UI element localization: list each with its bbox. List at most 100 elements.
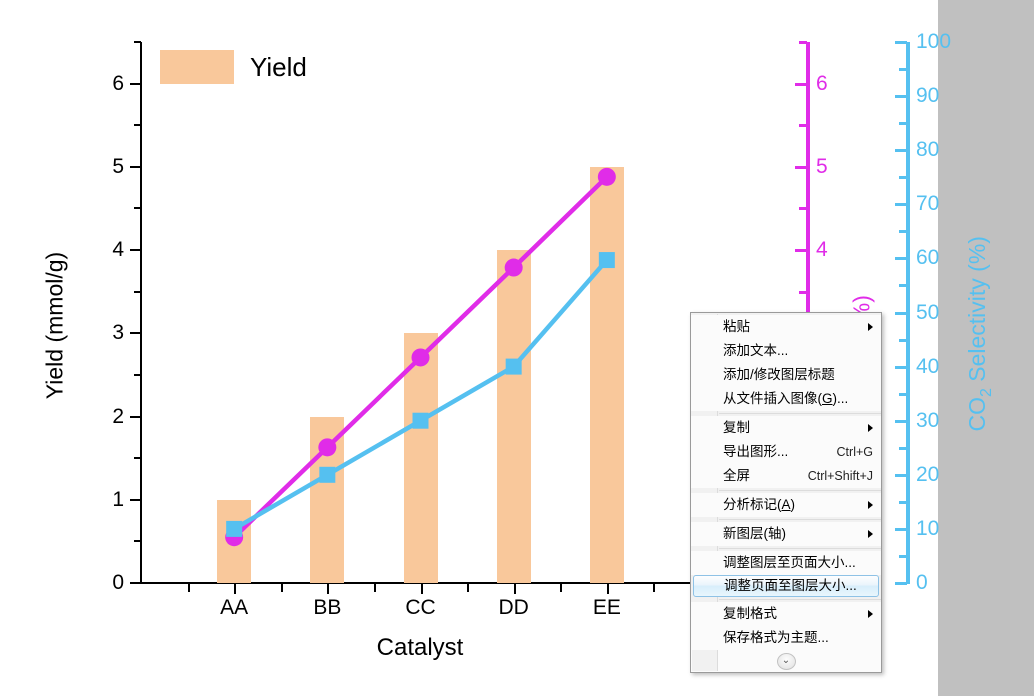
bar-dd[interactable] (496, 250, 531, 583)
right-axis-1-tick-label: 6 (816, 71, 828, 95)
x-tick-label: DD (498, 596, 529, 619)
menu-item-label: 添加文本... (723, 343, 789, 358)
x-tick-major (327, 584, 330, 594)
y-axis-title[interactable]: Yield (mmol/g) (41, 251, 68, 400)
bar-bb[interactable] (310, 416, 345, 583)
x-tick-major (420, 584, 423, 594)
right-axis-2-title-tail: Selectivity (%) (964, 236, 991, 389)
right-axis-2-tick-minor (899, 392, 907, 396)
right-axis-2-tick-major (895, 203, 907, 207)
menu-item-16[interactable]: 复制格式 (691, 602, 881, 626)
right-axis-2-tick-minor (899, 122, 907, 126)
x-tick-boundary (653, 584, 656, 592)
x-axis-line[interactable] (140, 582, 700, 584)
right-axis-1-tick-label: 5 (816, 154, 828, 178)
menu-separator (719, 413, 881, 414)
y-tick-label: 4 (112, 238, 124, 262)
menu-item-11[interactable]: 新图层(轴) (691, 522, 881, 546)
menu-item-label: 添加/修改图层标题 (723, 367, 835, 382)
menu-item-label: 导出图形... (723, 444, 789, 459)
x-tick-boundary (373, 584, 376, 592)
x-axis-title[interactable]: Catalyst (376, 634, 464, 661)
y-tick-label: 6 (112, 71, 124, 95)
menu-item-5[interactable]: 复制 (691, 416, 881, 440)
menu-item-label: 复制格式 (723, 606, 777, 621)
right-axis-1-tick-minor (799, 207, 807, 211)
menu-item-17[interactable]: 保存格式为主题... (691, 626, 881, 650)
menu-item-label: 复制 (723, 420, 750, 435)
menu-item-13[interactable]: 调整图层至页面大小... (691, 551, 881, 575)
context-menu[interactable]: 粘贴添加文本... 添加/修改图层标题 从文件插入图像(G)... 复制导出图形...… (690, 312, 882, 673)
right-axis-2-tick-label: 50 (916, 300, 940, 324)
right-axis-1-tick-minor (799, 41, 807, 44)
chevron-double-down-icon: ⌄ (776, 652, 796, 670)
bar-aa[interactable] (217, 499, 252, 583)
menu-item-7[interactable]: 全屏 Ctrl+Shift+J (691, 464, 881, 488)
right-axis-2-tick-major (895, 149, 907, 153)
right-axis-2-tick-major (895, 257, 907, 261)
menu-item-shortcut: Ctrl+G (836, 445, 873, 459)
menu-item-label: 从文件插入图像(G)... (723, 391, 849, 406)
right-axis-2-tick-label: 70 (916, 192, 940, 216)
x-tick-major (606, 584, 609, 594)
context-menu-items[interactable]: 粘贴添加文本... 添加/修改图层标题 从文件插入图像(G)... 复制导出图形...… (691, 315, 881, 650)
bar-cc[interactable] (403, 333, 438, 583)
y-tick-minor (134, 124, 141, 127)
x-tick-boundary (467, 584, 470, 592)
submenu-arrow-icon (868, 530, 873, 538)
menu-item-label: 全屏 (723, 468, 750, 483)
y-tick-label: 3 (112, 321, 124, 345)
submenu-arrow-icon (868, 610, 873, 618)
right-axis-1-tick-minor (799, 290, 807, 294)
right-axis-1-tick-major (795, 82, 807, 86)
menu-item-6[interactable]: 导出图形... Ctrl+G (691, 440, 881, 464)
right-axis-2-tick-major (895, 41, 907, 44)
right-axis-2-tick-label: 100 (916, 30, 952, 53)
right-axis-2-tick-minor (899, 338, 907, 342)
right-axis-2-tick-label: 80 (916, 138, 940, 162)
right-axis-2-tick-major (895, 527, 907, 531)
x-tick-label: EE (592, 596, 621, 619)
right-axis-2-title[interactable]: CO2 Selectivity (%) (964, 184, 996, 484)
right-axis-2-tick-minor (899, 230, 907, 234)
right-axis-2-tick-major (895, 473, 907, 477)
menu-item-label: 分析标记(A) (723, 497, 796, 512)
y-tick-major (130, 582, 141, 584)
menu-expand-more-button[interactable]: ⌄ (691, 650, 881, 672)
menu-item-label: 调整页面至图层大小... (724, 578, 857, 593)
right-axis-1-tick-major (795, 165, 807, 169)
x-tick-label: AA (220, 596, 249, 619)
y-tick-minor (134, 290, 141, 293)
y-tick-minor (134, 373, 141, 376)
y-tick-major (130, 165, 141, 168)
menu-item-2[interactable]: 添加/修改图层标题 (691, 363, 881, 387)
right-axis-1-tick-major (795, 249, 807, 253)
menu-separator (719, 490, 881, 491)
right-axis-1-tick-label: 4 (816, 238, 828, 262)
legend-label-yield: Yield (250, 51, 307, 82)
menu-item-1[interactable]: 添加文本... (691, 339, 881, 363)
menu-item-0[interactable]: 粘贴 (691, 315, 881, 339)
right-axis-2-tick-major (895, 311, 907, 315)
menu-item-label: 保存格式为主题... (723, 630, 829, 645)
y-tick-minor (134, 207, 141, 210)
right-axis-2-tick-minor (899, 68, 907, 72)
menu-separator (719, 599, 881, 600)
right-axis-2-tick-label: 0 (916, 571, 928, 594)
right-axis-2-line[interactable] (906, 42, 910, 584)
x-tick-label: BB (313, 596, 342, 619)
menu-item-9[interactable]: 分析标记(A) (691, 493, 881, 517)
submenu-arrow-icon (868, 323, 873, 331)
y-tick-major (130, 249, 141, 252)
right-axis-2-tick-label: 30 (916, 408, 940, 432)
legend[interactable]: Yield (160, 50, 307, 84)
x-tick-label: CC (405, 596, 436, 619)
y-tick-label: 5 (112, 154, 124, 178)
submenu-arrow-icon (868, 424, 873, 432)
menu-item-14[interactable]: 调整页面至图层大小... (693, 575, 879, 597)
menu-item-3[interactable]: 从文件插入图像(G)... (691, 387, 881, 411)
menu-item-label: 调整图层至页面大小... (723, 555, 856, 570)
y-tick-label: 0 (112, 571, 124, 594)
y-axis-line[interactable] (140, 42, 142, 584)
bar-ee[interactable] (589, 166, 624, 583)
